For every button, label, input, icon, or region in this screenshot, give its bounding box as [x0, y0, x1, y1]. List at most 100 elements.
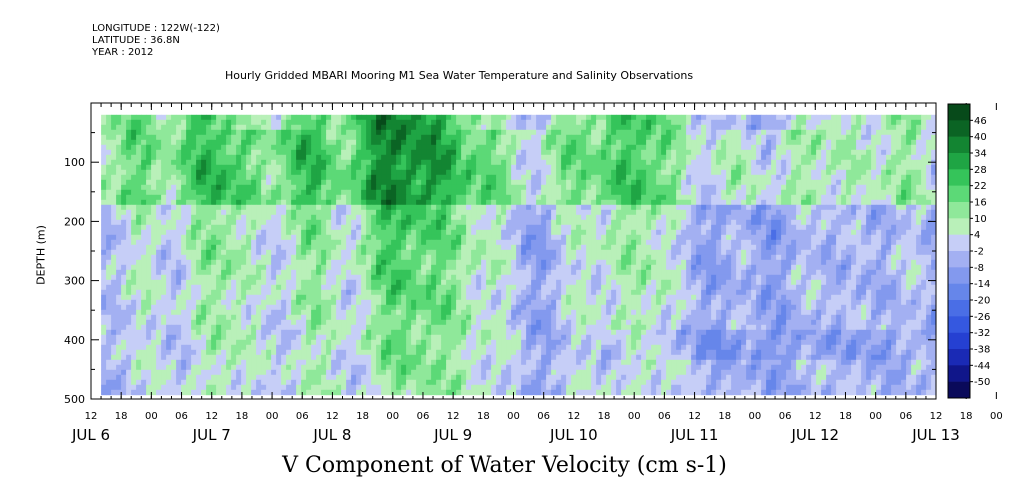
- heatmap-cell: [261, 139, 267, 146]
- heatmap-cell: [796, 234, 802, 241]
- heatmap-cell: [746, 114, 752, 121]
- heatmap-cell: [701, 229, 707, 236]
- heatmap-cell: [761, 189, 767, 196]
- heatmap-cell: [711, 244, 717, 251]
- heatmap-cell: [646, 234, 652, 241]
- heatmap-cell: [161, 119, 167, 126]
- heatmap-cell: [211, 249, 217, 256]
- heatmap-cell: [721, 259, 727, 266]
- heatmap-cell: [351, 259, 357, 266]
- heatmap-cell: [506, 239, 512, 246]
- heatmap-cell: [511, 234, 517, 241]
- heatmap-cell: [841, 119, 847, 126]
- heatmap-cell: [496, 119, 502, 126]
- heatmap-cell: [546, 194, 552, 201]
- heatmap-cell: [736, 199, 742, 206]
- heatmap-cell: [811, 159, 817, 166]
- heatmap-cell: [186, 224, 192, 231]
- heatmap-cell: [416, 184, 422, 191]
- heatmap-cell: [566, 184, 572, 191]
- heatmap-cell: [751, 134, 757, 141]
- heatmap-cell: [101, 234, 107, 241]
- heatmap-cell: [271, 254, 277, 261]
- heatmap-cell: [616, 119, 622, 126]
- heatmap-cell: [761, 209, 767, 216]
- heatmap-cell: [726, 224, 732, 231]
- heatmap-cell: [806, 119, 812, 126]
- heatmap-cell: [371, 229, 377, 236]
- heatmap-cell: [391, 164, 397, 171]
- heatmap-cell: [611, 144, 617, 151]
- heatmap-cell: [231, 124, 237, 131]
- heatmap-cell: [251, 119, 257, 126]
- heatmap-cell: [171, 234, 177, 241]
- heatmap-cell: [406, 229, 412, 236]
- heatmap-cell: [606, 189, 612, 196]
- heatmap-cell: [781, 144, 787, 151]
- heatmap-cell: [686, 214, 692, 221]
- heatmap-cell: [821, 139, 827, 146]
- heatmap-cell: [666, 154, 672, 161]
- heatmap-cell: [331, 154, 337, 161]
- heatmap-cell: [371, 164, 377, 171]
- heatmap-cell: [346, 214, 352, 221]
- heatmap-cell: [731, 119, 737, 126]
- heatmap-cell: [396, 209, 402, 216]
- heatmap-cell: [631, 204, 637, 211]
- heatmap-cell: [896, 204, 902, 211]
- heatmap-cell: [236, 249, 242, 256]
- heatmap-cell: [846, 174, 852, 181]
- heatmap-cell: [696, 224, 702, 231]
- heatmap-cell: [686, 254, 692, 261]
- heatmap-cell: [336, 114, 342, 121]
- heatmap-cell: [681, 169, 687, 176]
- heatmap-cell: [351, 219, 357, 226]
- heatmap-cell: [931, 214, 936, 221]
- heatmap-cell: [496, 209, 502, 216]
- heatmap-cell: [566, 124, 572, 131]
- heatmap-cell: [221, 204, 227, 211]
- heatmap-cell: [566, 159, 572, 166]
- heatmap-cell: [696, 229, 702, 236]
- heatmap-cell: [516, 184, 522, 191]
- heatmap-cell: [176, 169, 182, 176]
- heatmap-cell: [811, 229, 817, 236]
- heatmap-cell: [641, 114, 647, 121]
- heatmap-cell: [341, 179, 347, 186]
- heatmap-cell: [556, 239, 562, 246]
- heatmap-cell: [316, 169, 322, 176]
- heatmap-cell: [876, 144, 882, 151]
- heatmap-cell: [426, 144, 432, 151]
- heatmap-cell: [686, 209, 692, 216]
- heatmap-cell: [266, 189, 272, 196]
- heatmap-cell: [236, 124, 242, 131]
- heatmap-cell: [451, 169, 457, 176]
- heatmap-cell: [326, 149, 332, 156]
- heatmap-cell: [141, 169, 147, 176]
- heatmap-cell: [611, 219, 617, 226]
- heatmap-cell: [671, 174, 677, 181]
- heatmap-cell: [331, 119, 337, 126]
- heatmap-cell: [371, 189, 377, 196]
- heatmap-cell: [681, 139, 687, 146]
- heatmap-cell: [726, 134, 732, 141]
- heatmap-cell: [141, 154, 147, 161]
- heatmap-cell: [291, 224, 297, 231]
- heatmap-cell: [351, 229, 357, 236]
- heatmap-cell: [671, 159, 677, 166]
- heatmap-cell: [361, 129, 367, 136]
- heatmap-cell: [151, 144, 157, 151]
- heatmap-cell: [876, 249, 882, 256]
- heatmap-cell: [766, 194, 772, 201]
- heatmap-cell: [791, 129, 797, 136]
- heatmap-cell: [151, 214, 157, 221]
- heatmap-cell: [196, 174, 202, 181]
- heatmap-cell: [576, 244, 582, 251]
- heatmap-cell: [231, 189, 237, 196]
- heatmap-cell: [671, 184, 677, 191]
- heatmap-cell: [766, 159, 772, 166]
- heatmap-cell: [371, 254, 377, 261]
- heatmap-cell: [621, 244, 627, 251]
- heatmap-cell: [581, 179, 587, 186]
- heatmap-cell: [846, 179, 852, 186]
